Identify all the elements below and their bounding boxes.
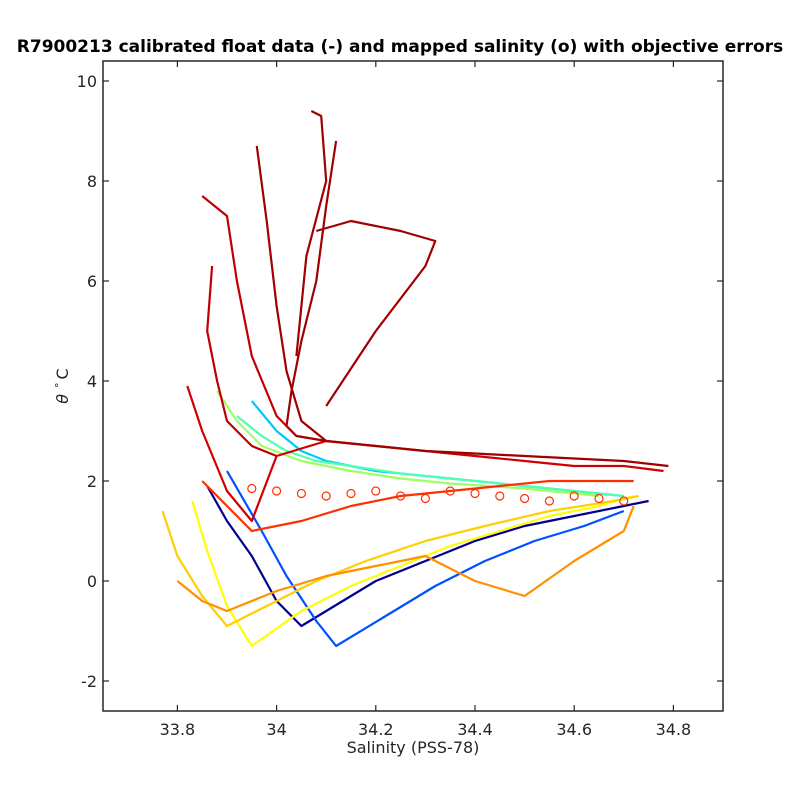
mapped-point bbox=[420, 493, 430, 504]
mapped-point bbox=[272, 486, 282, 496]
plot-frame bbox=[102, 60, 724, 712]
mapped-point bbox=[619, 496, 629, 506]
y-axis-label-unit: C bbox=[53, 368, 72, 379]
y-tick-label: -2 bbox=[81, 672, 97, 691]
x-tick-label: 34.6 bbox=[556, 720, 592, 739]
y-axis-ticks: -2 0 2 4 6 8 10 bbox=[77, 72, 723, 691]
x-axis-ticks: 33.8 34 34.2 34.4 34.6 34.8 bbox=[160, 61, 692, 739]
mapped-point bbox=[519, 493, 530, 504]
x-tick-label: 34.2 bbox=[358, 720, 394, 739]
mapped-point bbox=[346, 488, 356, 499]
y-tick-label: 2 bbox=[87, 472, 97, 491]
mapped-point bbox=[321, 491, 331, 501]
mapped-point bbox=[371, 486, 381, 496]
series-line-5 bbox=[191, 494, 635, 648]
mapped-point bbox=[247, 483, 257, 494]
x-tick-label: 34 bbox=[266, 720, 286, 739]
series-line-13 bbox=[295, 110, 328, 357]
y-tick-label: 6 bbox=[87, 272, 97, 291]
y-axis-label-symbol: θ bbox=[53, 394, 72, 404]
series-line-6 bbox=[161, 494, 639, 628]
mapped-point bbox=[544, 496, 555, 506]
y-axis-label: θ ° C bbox=[53, 368, 72, 403]
mapped-point bbox=[296, 488, 306, 499]
series-line-12 bbox=[315, 219, 437, 407]
mapped-point bbox=[594, 493, 604, 504]
mapped-point bbox=[470, 488, 480, 499]
x-axis-label: Salinity (PSS-78) bbox=[347, 738, 480, 757]
y-tick-label: 4 bbox=[87, 372, 97, 391]
x-tick-label: 33.8 bbox=[160, 720, 196, 739]
series-line-1 bbox=[226, 470, 625, 648]
x-tick-label: 34.4 bbox=[457, 720, 493, 739]
series-line-11 bbox=[255, 145, 327, 442]
mapped-point bbox=[495, 491, 505, 501]
y-tick-label: 0 bbox=[87, 572, 97, 591]
mapped-point bbox=[569, 491, 579, 501]
series-line-3 bbox=[236, 415, 624, 498]
chart-title: R7900213 calibrated float data (-) and m… bbox=[17, 37, 783, 57]
y-tick-label: 10 bbox=[77, 72, 97, 91]
series-line-14 bbox=[201, 195, 298, 437]
series-line-8 bbox=[201, 479, 634, 533]
series-line-0 bbox=[206, 485, 649, 628]
series-layer bbox=[161, 110, 669, 648]
series-line-15 bbox=[206, 265, 278, 458]
series-line-7 bbox=[176, 505, 635, 613]
y-tick-label: 8 bbox=[87, 172, 97, 191]
series-line-10 bbox=[285, 140, 669, 468]
mapped-points-layer bbox=[247, 483, 629, 506]
mapped-point bbox=[396, 491, 406, 501]
series-line-9 bbox=[186, 385, 664, 523]
y-axis-label-degree: ° bbox=[53, 382, 66, 388]
x-tick-label: 34.8 bbox=[656, 720, 692, 739]
mapped-point bbox=[445, 486, 455, 496]
